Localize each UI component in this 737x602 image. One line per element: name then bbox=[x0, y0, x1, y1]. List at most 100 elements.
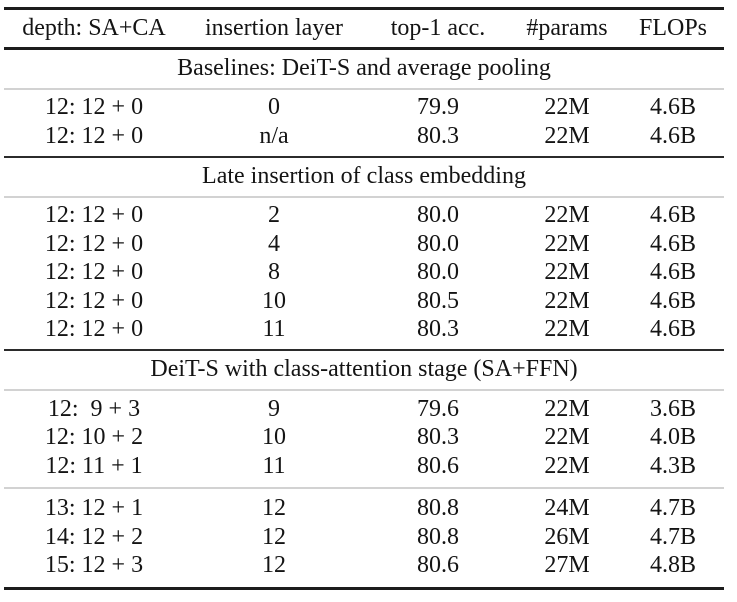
top-rule bbox=[4, 7, 724, 10]
cell-insertion-layer: 9 bbox=[268, 395, 280, 422]
table-row: 12: 11 + 1 11 80.6 22M 4.3B bbox=[4, 452, 724, 481]
cell-flops: 4.6B bbox=[649, 202, 696, 229]
table-row: 12: 12 + 0 10 80.5 22M 4.6B bbox=[4, 287, 724, 316]
cell-depth: 12: 12 + 0 bbox=[44, 259, 144, 286]
cell-insertion-layer: 0 bbox=[268, 94, 280, 121]
cell-params: 24M bbox=[544, 495, 590, 522]
cell-params: 22M bbox=[544, 94, 590, 121]
class-attention-rows-group1: 12: 9 + 3 9 79.6 22M 3.6B 12: 10 + 2 10 … bbox=[4, 395, 724, 481]
cell-flops: 4.8B bbox=[649, 552, 696, 579]
cell-flops: 3.6B bbox=[649, 395, 696, 422]
cell-params: 22M bbox=[544, 122, 590, 149]
cell-params: 22M bbox=[544, 395, 590, 422]
cell-insertion-layer: 11 bbox=[262, 452, 286, 479]
cell-top1-acc: 80.8 bbox=[417, 495, 459, 522]
column-header-row: depth: SA+CA insertion layer top-1 acc. … bbox=[4, 10, 724, 47]
column-header-params: #params bbox=[526, 15, 608, 41]
cell-flops: 4.3B bbox=[649, 452, 696, 479]
cell-depth: 12: 12 + 0 bbox=[44, 230, 144, 257]
header-row: depth: SA+CA insertion layer top-1 acc. … bbox=[4, 10, 724, 47]
cell-top1-acc: 79.6 bbox=[417, 395, 459, 422]
table-row: 12: 10 + 2 10 80.3 22M 4.0B bbox=[4, 424, 724, 453]
table-row: 12: 9 + 3 9 79.6 22M 3.6B bbox=[4, 395, 724, 424]
table-row: 13: 12 + 1 12 80.8 24M 4.7B bbox=[4, 495, 724, 524]
column-header-flops: FLOPs bbox=[638, 15, 708, 41]
cell-insertion-layer: n/a bbox=[259, 122, 289, 149]
section-title-class-attention: DeiT-S with class-attention stage (SA+FF… bbox=[150, 356, 578, 382]
cell-insertion-layer: 11 bbox=[262, 316, 286, 343]
cell-top1-acc: 80.8 bbox=[417, 523, 459, 550]
cell-top1-acc: 80.0 bbox=[417, 230, 459, 257]
subgroup-rule bbox=[4, 486, 724, 489]
cell-flops: 4.0B bbox=[649, 424, 696, 451]
table-row: 14: 12 + 2 12 80.8 26M 4.7B bbox=[4, 523, 724, 552]
cell-top1-acc: 79.9 bbox=[417, 94, 459, 121]
late-insertion-rows: 12: 12 + 0 2 80.0 22M 4.6B 12: 12 + 0 4 … bbox=[4, 202, 724, 345]
table-row: 12: 12 + 0 8 80.0 22M 4.6B bbox=[4, 259, 724, 288]
cell-top1-acc: 80.5 bbox=[417, 287, 459, 314]
cell-insertion-layer: 2 bbox=[268, 202, 280, 229]
cell-params: 27M bbox=[544, 552, 590, 579]
cell-insertion-layer: 12 bbox=[262, 495, 286, 522]
section-title-baselines: Baselines: DeiT-S and average pooling bbox=[177, 54, 551, 81]
table-row: 12: 12 + 0 4 80.0 22M 4.6B bbox=[4, 230, 724, 259]
cell-top1-acc: 80.3 bbox=[417, 122, 459, 149]
section-subrule bbox=[4, 389, 724, 391]
column-header-insertion-layer: insertion layer bbox=[205, 15, 343, 41]
header-rule bbox=[4, 47, 724, 50]
cell-depth: 12: 12 + 0 bbox=[44, 202, 144, 229]
section-subrule bbox=[4, 195, 724, 198]
cell-depth: 12: 9 + 3 bbox=[47, 395, 141, 422]
section-rule bbox=[4, 155, 724, 158]
bottom-rule bbox=[4, 587, 724, 590]
cell-depth: 12: 12 + 0 bbox=[44, 94, 144, 121]
table-row: 12: 12 + 0 0 79.9 22M 4.6B bbox=[4, 94, 724, 123]
cell-depth: 12: 12 + 0 bbox=[44, 316, 144, 343]
cell-top1-acc: 80.0 bbox=[417, 259, 459, 286]
ablation-results-table: depth: SA+CA insertion layer top-1 acc. … bbox=[4, 7, 724, 590]
cell-flops: 4.6B bbox=[649, 287, 696, 314]
cell-top1-acc: 80.6 bbox=[417, 552, 459, 579]
section-subrule bbox=[4, 87, 724, 90]
section-rule bbox=[4, 349, 724, 351]
cell-depth: 12: 12 + 0 bbox=[44, 122, 144, 149]
cell-params: 22M bbox=[544, 316, 590, 343]
cell-flops: 4.7B bbox=[649, 495, 696, 522]
section-title-late-insertion: Late insertion of class embedding bbox=[202, 162, 526, 189]
cell-top1-acc: 80.6 bbox=[417, 452, 459, 479]
cell-insertion-layer: 12 bbox=[262, 523, 286, 550]
cell-flops: 4.6B bbox=[649, 94, 696, 121]
table-row: 12: 12 + 0 2 80.0 22M 4.6B bbox=[4, 202, 724, 231]
cell-flops: 4.6B bbox=[649, 316, 696, 343]
cell-depth: 15: 12 + 3 bbox=[44, 552, 144, 579]
cell-depth: 12: 11 + 1 bbox=[45, 452, 143, 479]
cell-insertion-layer: 12 bbox=[262, 552, 286, 579]
cell-insertion-layer: 10 bbox=[262, 424, 286, 451]
cell-flops: 4.6B bbox=[649, 259, 696, 286]
baselines-rows: 12: 12 + 0 0 79.9 22M 4.6B 12: 12 + 0 n/… bbox=[4, 94, 724, 151]
cell-depth: 14: 12 + 2 bbox=[44, 523, 144, 550]
cell-flops: 4.6B bbox=[649, 122, 696, 149]
table-row: 15: 12 + 3 12 80.6 27M 4.8B bbox=[4, 552, 724, 581]
column-header-top1-acc: top-1 acc. bbox=[390, 15, 486, 41]
cell-flops: 4.6B bbox=[649, 230, 696, 257]
cell-params: 22M bbox=[544, 424, 590, 451]
cell-params: 22M bbox=[544, 230, 590, 257]
column-header-depth: depth: SA+CA bbox=[22, 15, 166, 41]
cell-insertion-layer: 8 bbox=[268, 259, 280, 286]
cell-insertion-layer: 10 bbox=[262, 287, 286, 314]
cell-depth: 12: 12 + 0 bbox=[44, 287, 144, 314]
table-row: 12: 12 + 0 n/a 80.3 22M 4.6B bbox=[4, 122, 724, 151]
cell-flops: 4.7B bbox=[649, 523, 696, 550]
cell-params: 22M bbox=[544, 259, 590, 286]
cell-params: 22M bbox=[544, 287, 590, 314]
cell-params: 26M bbox=[544, 523, 590, 550]
cell-depth: 12: 10 + 2 bbox=[44, 424, 144, 451]
table-row: 12: 12 + 0 11 80.3 22M 4.6B bbox=[4, 316, 724, 345]
cell-insertion-layer: 4 bbox=[268, 230, 280, 257]
cell-params: 22M bbox=[544, 452, 590, 479]
cell-params: 22M bbox=[544, 202, 590, 229]
cell-top1-acc: 80.3 bbox=[417, 316, 459, 343]
cell-top1-acc: 80.0 bbox=[417, 202, 459, 229]
class-attention-rows-group2: 13: 12 + 1 12 80.8 24M 4.7B 14: 12 + 2 1… bbox=[4, 495, 724, 581]
